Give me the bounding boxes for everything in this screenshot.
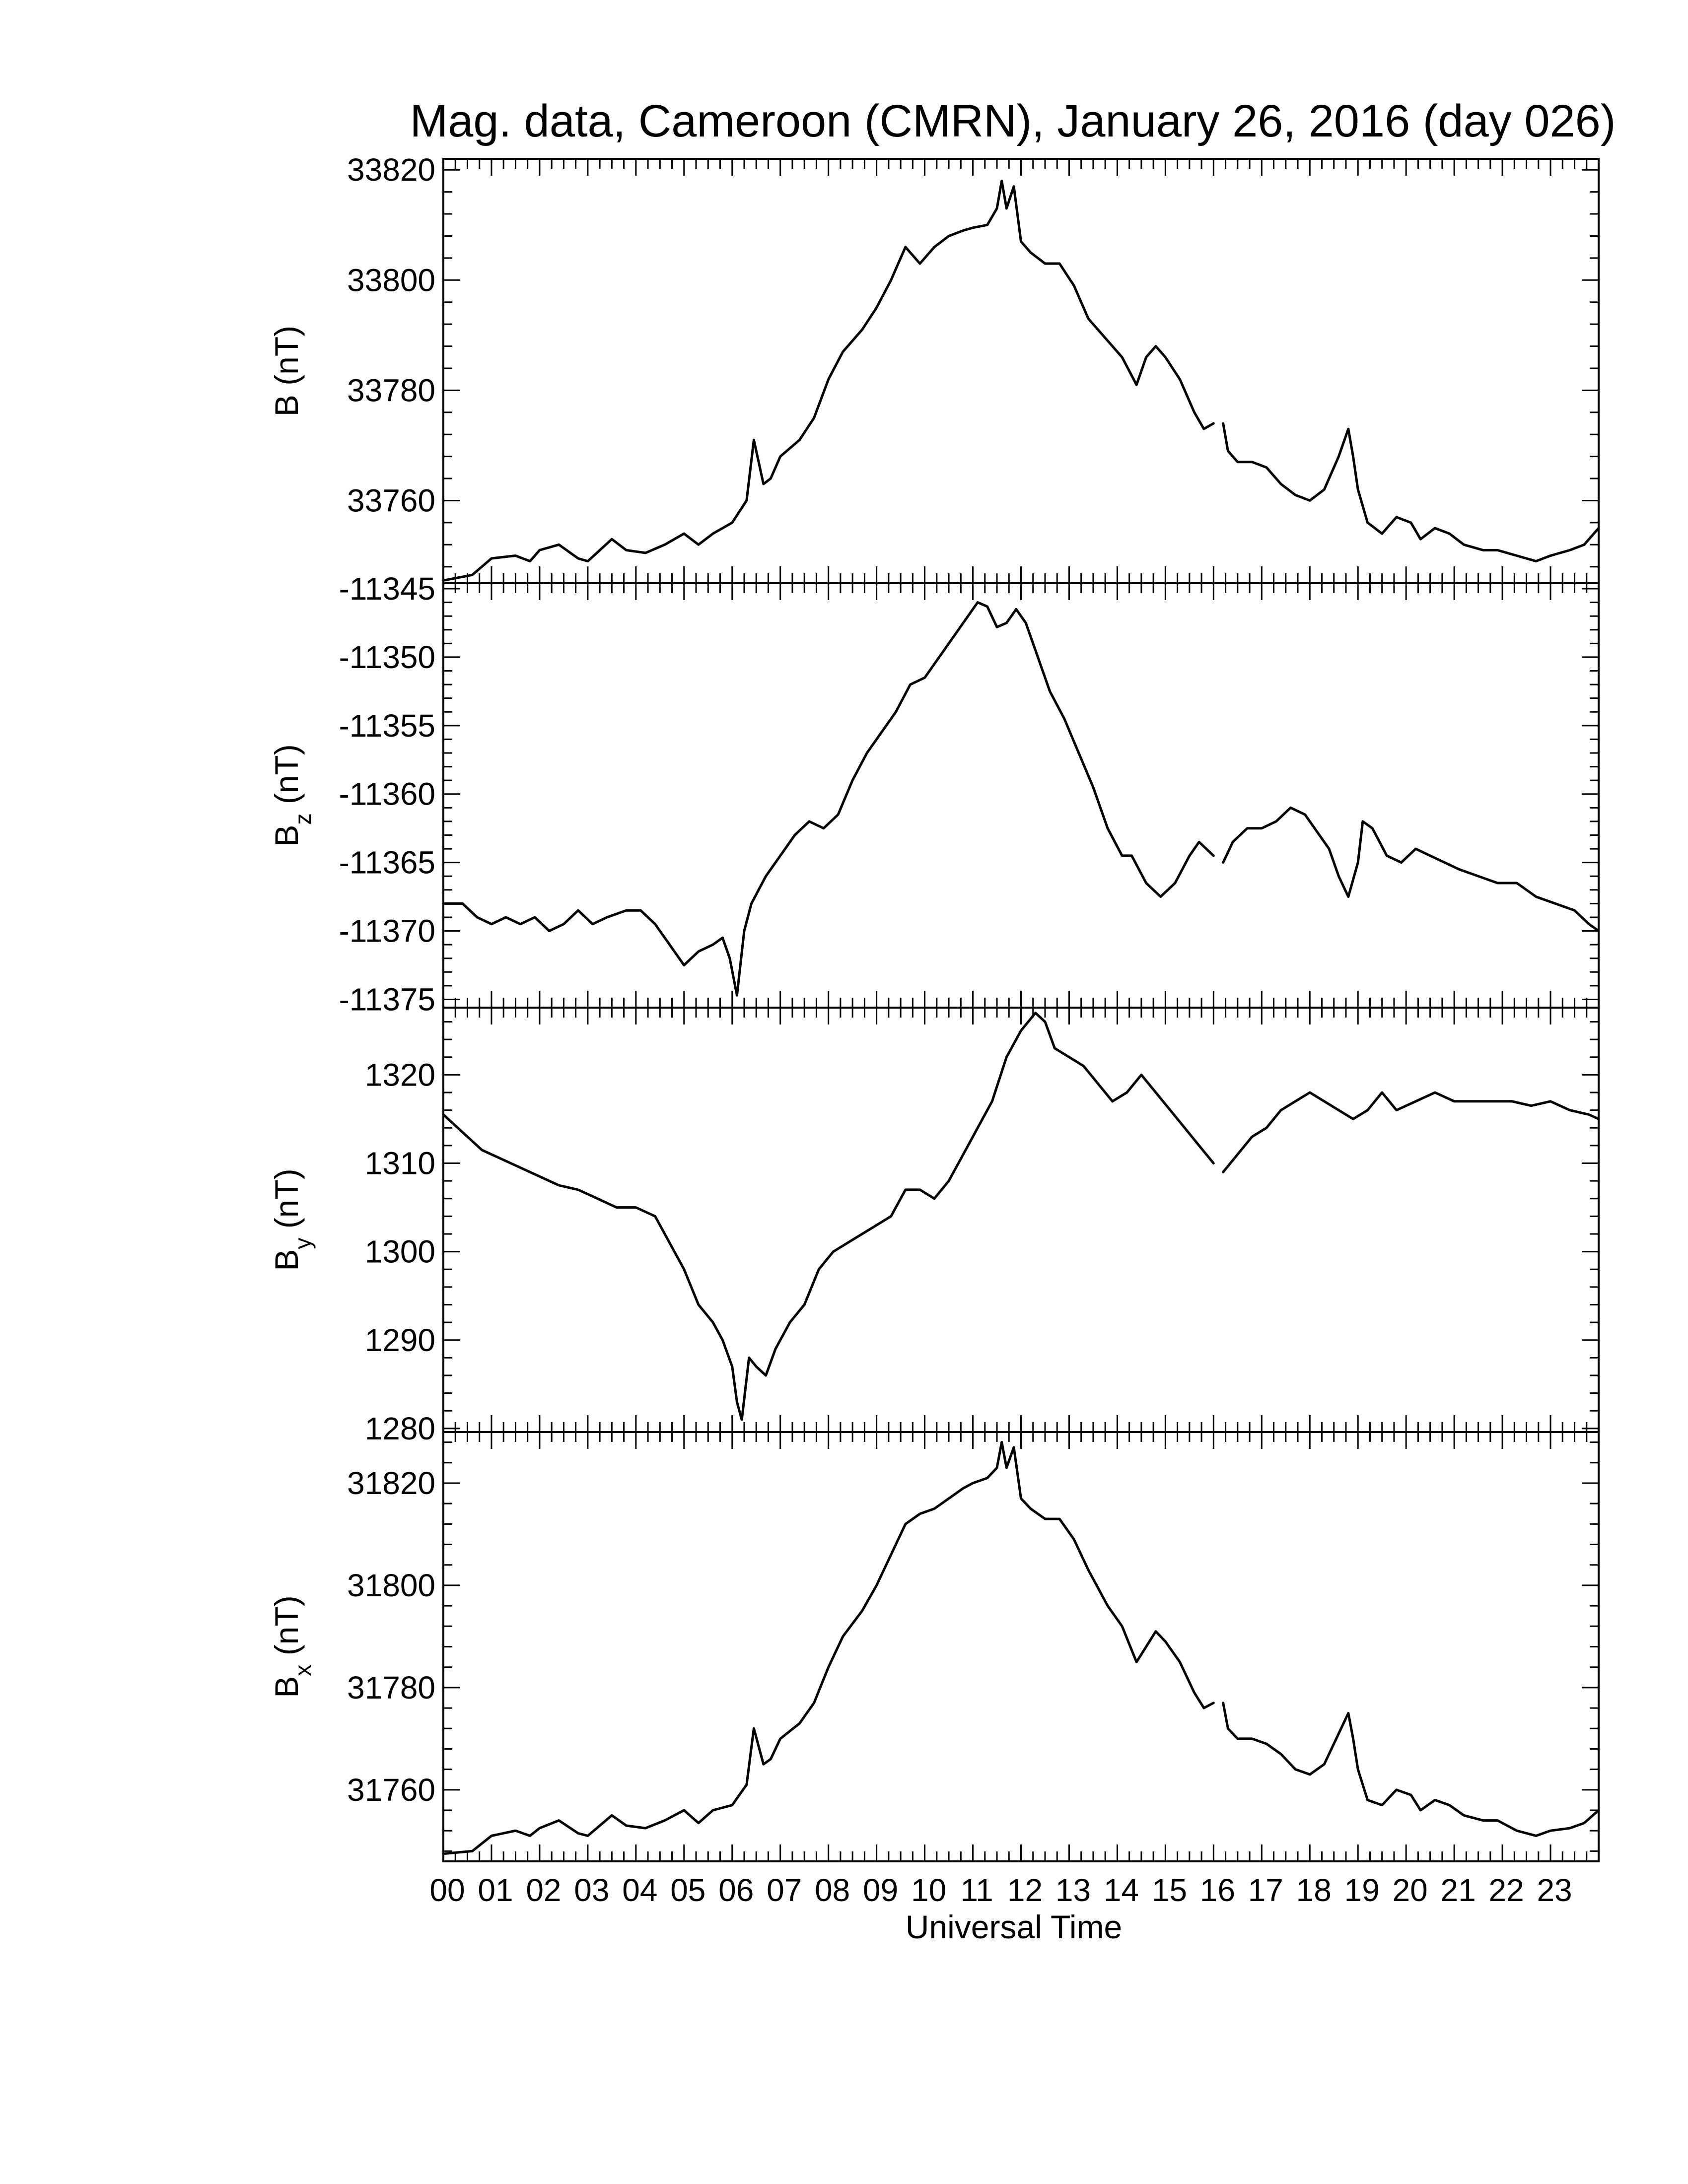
y-tick-label: 1320 [365,1057,435,1092]
y-label-subscript: y [290,1238,316,1249]
y-tick-label: -11370 [339,913,435,949]
y-label-subscript: x [290,1665,316,1676]
x-tick-label: 03 [574,1872,609,1908]
y-label-main: B [268,1676,305,1698]
series-line-segment [442,1012,1215,1421]
x-tick-label: 21 [1441,1872,1476,1908]
series-line-segment [442,601,1215,997]
y-label-subscript: z [290,814,316,825]
y-label-unit: (nT) [268,744,305,813]
y-axis-label: By (nT) [268,1168,316,1271]
y-tick-label: -11350 [339,639,435,675]
panel-frame [442,1007,1600,1433]
y-label-unit: (nT) [268,1595,305,1664]
y-label-main: B [268,1249,305,1271]
x-tick-label: 09 [863,1872,898,1908]
y-label-unit: (nT) [268,1168,305,1237]
y-axis-label: Bx (nT) [268,1595,316,1698]
x-tick-label: 15 [1152,1872,1187,1908]
x-axis-label: Universal Time [906,1909,1122,1945]
series-line-segment [1222,806,1600,932]
panel-2: -11345 -11350 -11355 -11360 -11365 -11370 -113… [268,571,1600,1017]
series-line-segment [1222,1702,1600,1837]
x-tick-label: 10 [911,1872,946,1908]
x-tick-label: 12 [1007,1872,1043,1908]
y-tick-label: 1280 [365,1411,435,1446]
y-tick-label: -11345 [339,571,435,607]
y-tick-label: 1300 [365,1234,435,1270]
x-tick-label: 20 [1393,1872,1428,1908]
y-tick-label: -11365 [339,845,435,881]
y-tick-label: 31760 [347,1772,435,1808]
x-tick-label: 11 [960,1872,993,1908]
y-tick-label: -11375 [339,981,435,1017]
panel-4: 31760 31780 31800 31820 Bx (nT) [268,1431,1600,1862]
y-label-main: B [268,395,305,416]
x-tick-label: 16 [1200,1872,1235,1908]
y-tick-label: 31780 [347,1670,435,1706]
y-tick-label: 33800 [347,262,435,298]
panel-1: 33760 33780 33800 33820 B (nT) [268,152,1600,584]
x-tick-label: 17 [1248,1872,1283,1908]
x-tick-label: 05 [670,1872,705,1908]
x-tick-label: 22 [1488,1872,1524,1908]
x-tick-label: 01 [478,1872,513,1908]
x-tick-label: 02 [526,1872,561,1908]
x-tick-label: 07 [767,1872,802,1908]
panel-frame [442,582,1600,1009]
y-axis-label: B (nT) [268,326,305,416]
series-line-segment [1222,1091,1600,1173]
chart-title: Mag. data, Cameroon (CMRN), January 26, … [410,96,1616,146]
panel-3: 1280 1290 1300 1310 1320 By (nT) [268,1007,1600,1446]
y-tick-label: 33760 [347,482,435,518]
x-tick-label: 23 [1537,1872,1572,1908]
y-label-unit: (nT) [268,326,305,395]
x-tick-label: 04 [622,1872,657,1908]
x-tick-label: 08 [815,1872,850,1908]
x-tick-label: 00 [429,1872,465,1908]
y-tick-label: 1310 [365,1146,435,1181]
x-tick-label: 14 [1104,1872,1139,1908]
y-tick-label: 33820 [347,152,435,188]
y-label-main: B [268,825,305,847]
x-tick-label: 06 [718,1872,754,1908]
x-tick-label: 19 [1344,1872,1380,1908]
x-tick-label: 13 [1055,1872,1091,1908]
series-line-segment [1222,422,1600,563]
y-tick-label: 31800 [347,1568,435,1603]
x-tick-label: 18 [1296,1872,1332,1908]
x-tick-labels: 00 01 02 03 04 05 06 07 08 09 10 11 12 13 14 15 16 17 18 19… [429,1872,1572,1908]
y-tick-label: 1290 [365,1322,435,1358]
y-tick-label: 33780 [347,372,435,408]
y-tick-label: -11360 [339,776,435,812]
y-tick-label: -11355 [339,708,435,744]
y-axis-label: Bz (nT) [268,744,316,846]
series-line-segment [442,1441,1215,1855]
series-line-segment [442,179,1215,582]
y-tick-label: 31820 [347,1465,435,1501]
panel-frame [442,158,1600,584]
